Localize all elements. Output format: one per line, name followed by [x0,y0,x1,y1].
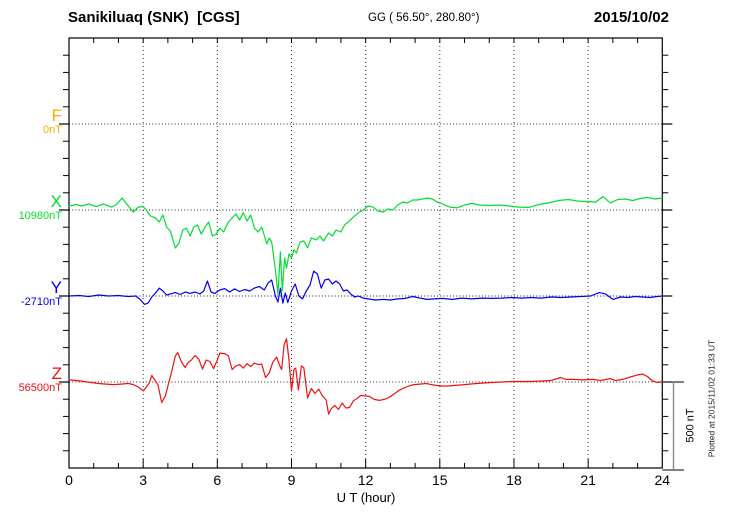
channel-base-z: 56500nT [18,382,62,394]
hour-tick-label: 15 [432,472,448,488]
channel-label-f: F 0nT [4,107,62,136]
trace-y [68,270,663,305]
hour-tick-label: 12 [357,472,374,488]
hour-tick-label: 3 [139,472,148,488]
hour-tick-label: 9 [287,472,296,488]
trace-z [68,338,663,415]
channel-base-y: -2710nT [21,296,62,308]
channel-label-x: X 10980nT [4,193,62,222]
hour-tick-label: 21 [580,472,596,488]
channel-base-f: 0nT [43,124,62,136]
plot-date: 2015/10/02 [593,9,669,26]
xaxis-title: U T (hour) [336,490,396,505]
channel-letter-f: F [51,106,62,125]
hour-tick-label: 18 [506,472,522,488]
plotted-at-note: Plotted at 2015/11/02 01:33 UT [706,339,717,458]
channel-label-y: Y -2710nT [4,279,62,308]
station-title: Sanikiluaq (SNK) [CGS] [68,9,240,26]
channel-base-x: 10980nT [18,210,62,222]
hour-tick-label: 0 [65,472,73,488]
channel-letter-z: Z [51,364,62,383]
trace-x [68,196,663,295]
channel-letter-y: Y [50,278,62,297]
scale-bar-label: 500 nT [684,408,697,443]
channel-letter-x: X [50,192,62,211]
channel-label-z: Z 56500nT [4,365,62,394]
hour-tick-label: 6 [213,472,222,488]
geographic-coordinates: GG ( 56.50°, 280.80°) [368,12,480,24]
hour-tick-label: 24 [654,472,671,488]
